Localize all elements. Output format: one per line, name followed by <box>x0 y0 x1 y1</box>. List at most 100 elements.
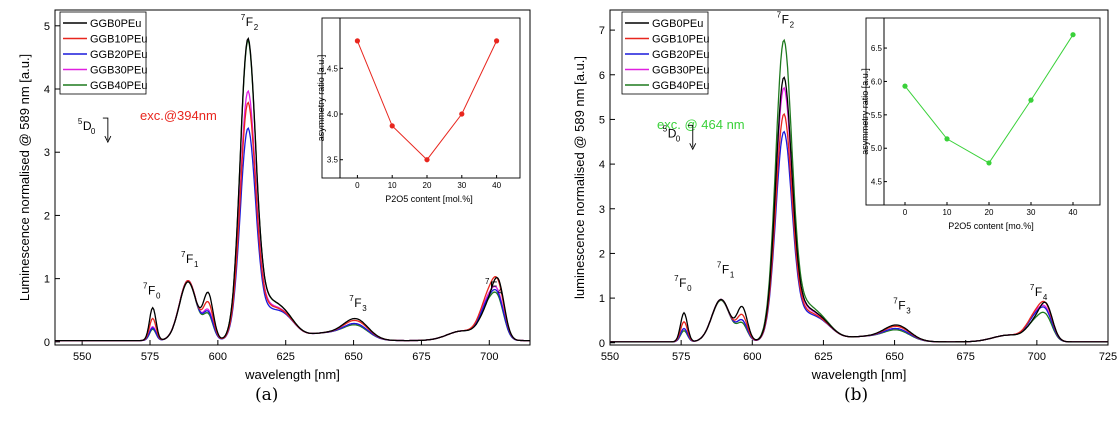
inset-x-axis-title: P2O5 content [mo.%] <box>948 221 1034 231</box>
inset-x-tick-label: 40 <box>492 181 501 190</box>
transition-term: F <box>246 15 253 29</box>
transition-subscript: 2 <box>790 20 795 29</box>
inset-y-tick-label: 5.0 <box>871 144 883 153</box>
transition-term: F <box>1035 285 1042 299</box>
legend-entry: GGB10PEu <box>652 34 709 46</box>
transition-subscript: 0 <box>676 134 681 143</box>
inset-x-tick-label: 10 <box>943 208 952 217</box>
x-tick-label: 625 <box>814 351 832 363</box>
transition-superscript: 7 <box>777 10 782 19</box>
transition-term: F <box>354 296 361 310</box>
transition-subscript: 4 <box>498 287 503 296</box>
inset-y-tick-label: 5.5 <box>871 111 883 120</box>
y-tick-label: 3 <box>44 147 50 159</box>
legend-entry: GGB20PEu <box>652 49 709 61</box>
legend-box <box>621 11 709 95</box>
legend-entry: GGB40PEu <box>90 80 147 92</box>
x-tick-label: 550 <box>73 351 91 363</box>
inset-point <box>1070 32 1076 38</box>
inset-y-tick-label: 6.5 <box>871 44 883 53</box>
y-tick-label: 1 <box>44 274 50 286</box>
transition-subscript: 3 <box>906 306 911 315</box>
excitation-label: exc.@394nm <box>140 108 217 123</box>
y-tick-label: 6 <box>599 70 605 82</box>
transition-term: F <box>782 12 789 26</box>
x-tick-label: 700 <box>1028 351 1046 363</box>
transition-subscript: 0 <box>91 127 96 136</box>
transition-term: F <box>148 283 155 297</box>
x-axis-title: wavelength [nm] <box>811 367 907 382</box>
inset-point <box>494 38 500 44</box>
y-tick-label: 5 <box>599 114 605 126</box>
transition-term: D <box>668 126 677 140</box>
inset-x-tick-label: 20 <box>423 181 432 190</box>
inset-x-tick-label: 0 <box>903 208 908 217</box>
legend-entry: GGB30PEu <box>90 65 147 77</box>
y-tick-label: 2 <box>44 210 50 222</box>
transition-superscript: 7 <box>1030 283 1035 292</box>
y-tick-label: 7 <box>599 25 605 37</box>
inset-y-axis-title: asymmetry ratio [a.u.] <box>316 55 326 142</box>
transition-subscript: 2 <box>254 23 259 32</box>
inset-x-tick-label: 20 <box>985 208 994 217</box>
transition-superscript: 7 <box>893 296 898 305</box>
x-axis-title: wavelength [nm] <box>244 367 340 382</box>
x-tick-label: 675 <box>957 351 975 363</box>
plot-frame <box>54 9 531 346</box>
transition-term: F <box>722 263 729 277</box>
inset-y-tick-label: 4.5 <box>327 64 339 73</box>
inset-point <box>459 111 465 117</box>
series-line-GGB0PEu <box>55 36 530 342</box>
inset-chart: 0 10 20 30 40 4.5 5.0 5.5 6.0 6.5 P2O5 content [mo… <box>860 17 1101 231</box>
x-tick-label: 650 <box>885 351 903 363</box>
legend: GGB0PEu GGB10PEu GGB20PEu GGB30PEu GGB40PEu <box>59 11 147 95</box>
inset-x-tick-label: 10 <box>388 181 397 190</box>
y-tick-label: 1 <box>599 293 605 305</box>
series-group <box>55 36 530 342</box>
x-tick-label: 575 <box>141 351 159 363</box>
inset-x-tick-label: 30 <box>1027 208 1036 217</box>
legend-entry: GGB40PEu <box>652 80 709 92</box>
panel-label: (a) <box>255 385 278 405</box>
y-tick-label: 0 <box>44 337 50 349</box>
transition-arrow <box>687 124 694 148</box>
inset-frame <box>321 17 521 179</box>
inset-x-tick-label: 30 <box>457 181 466 190</box>
legend: GGB0PEu GGB10PEu GGB20PEu GGB30PEu GGB40PEu <box>621 11 709 95</box>
transition-superscript: 7 <box>717 261 722 270</box>
inset-x-axis-title: P2O5 content [mol.%] <box>385 194 473 204</box>
chart-panel-b: 550 575 600 625 650 675 700 72501234567waveleng… <box>572 9 1117 405</box>
x-tick-label: 675 <box>412 351 430 363</box>
y-axis-title: Luminescence normalised @ 589 nm [a.u.] <box>17 54 32 301</box>
inset-point <box>944 136 950 142</box>
inset-point <box>902 83 908 89</box>
transition-term: D <box>83 119 92 133</box>
panel-label: (b) <box>844 385 868 405</box>
inset-point <box>1028 97 1034 103</box>
inset-point <box>354 38 360 44</box>
inset-y-tick-label: 3.5 <box>327 156 339 165</box>
transition-arrowhead <box>104 135 112 144</box>
transition-superscript: 7 <box>181 250 186 259</box>
inset-y-axis-title: asymmetry ratio [a.u.] <box>860 68 870 155</box>
legend-box <box>59 11 147 95</box>
series-group <box>610 38 1108 343</box>
inset-y-tick-label: 4.5 <box>871 178 883 187</box>
plot-frame <box>609 9 1109 346</box>
y-tick-label: 3 <box>599 204 605 216</box>
y-axis-title: luminescence normalised @ 589 nm [a.u.] <box>572 56 587 299</box>
legend-entry: GGB0PEu <box>90 18 141 30</box>
x-tick-label: 700 <box>480 351 498 363</box>
x-tick-label: 575 <box>672 351 690 363</box>
inset-y-tick-label: 4.0 <box>327 110 339 119</box>
transition-subscript: 1 <box>730 271 735 280</box>
x-tick-label: 650 <box>344 351 362 363</box>
